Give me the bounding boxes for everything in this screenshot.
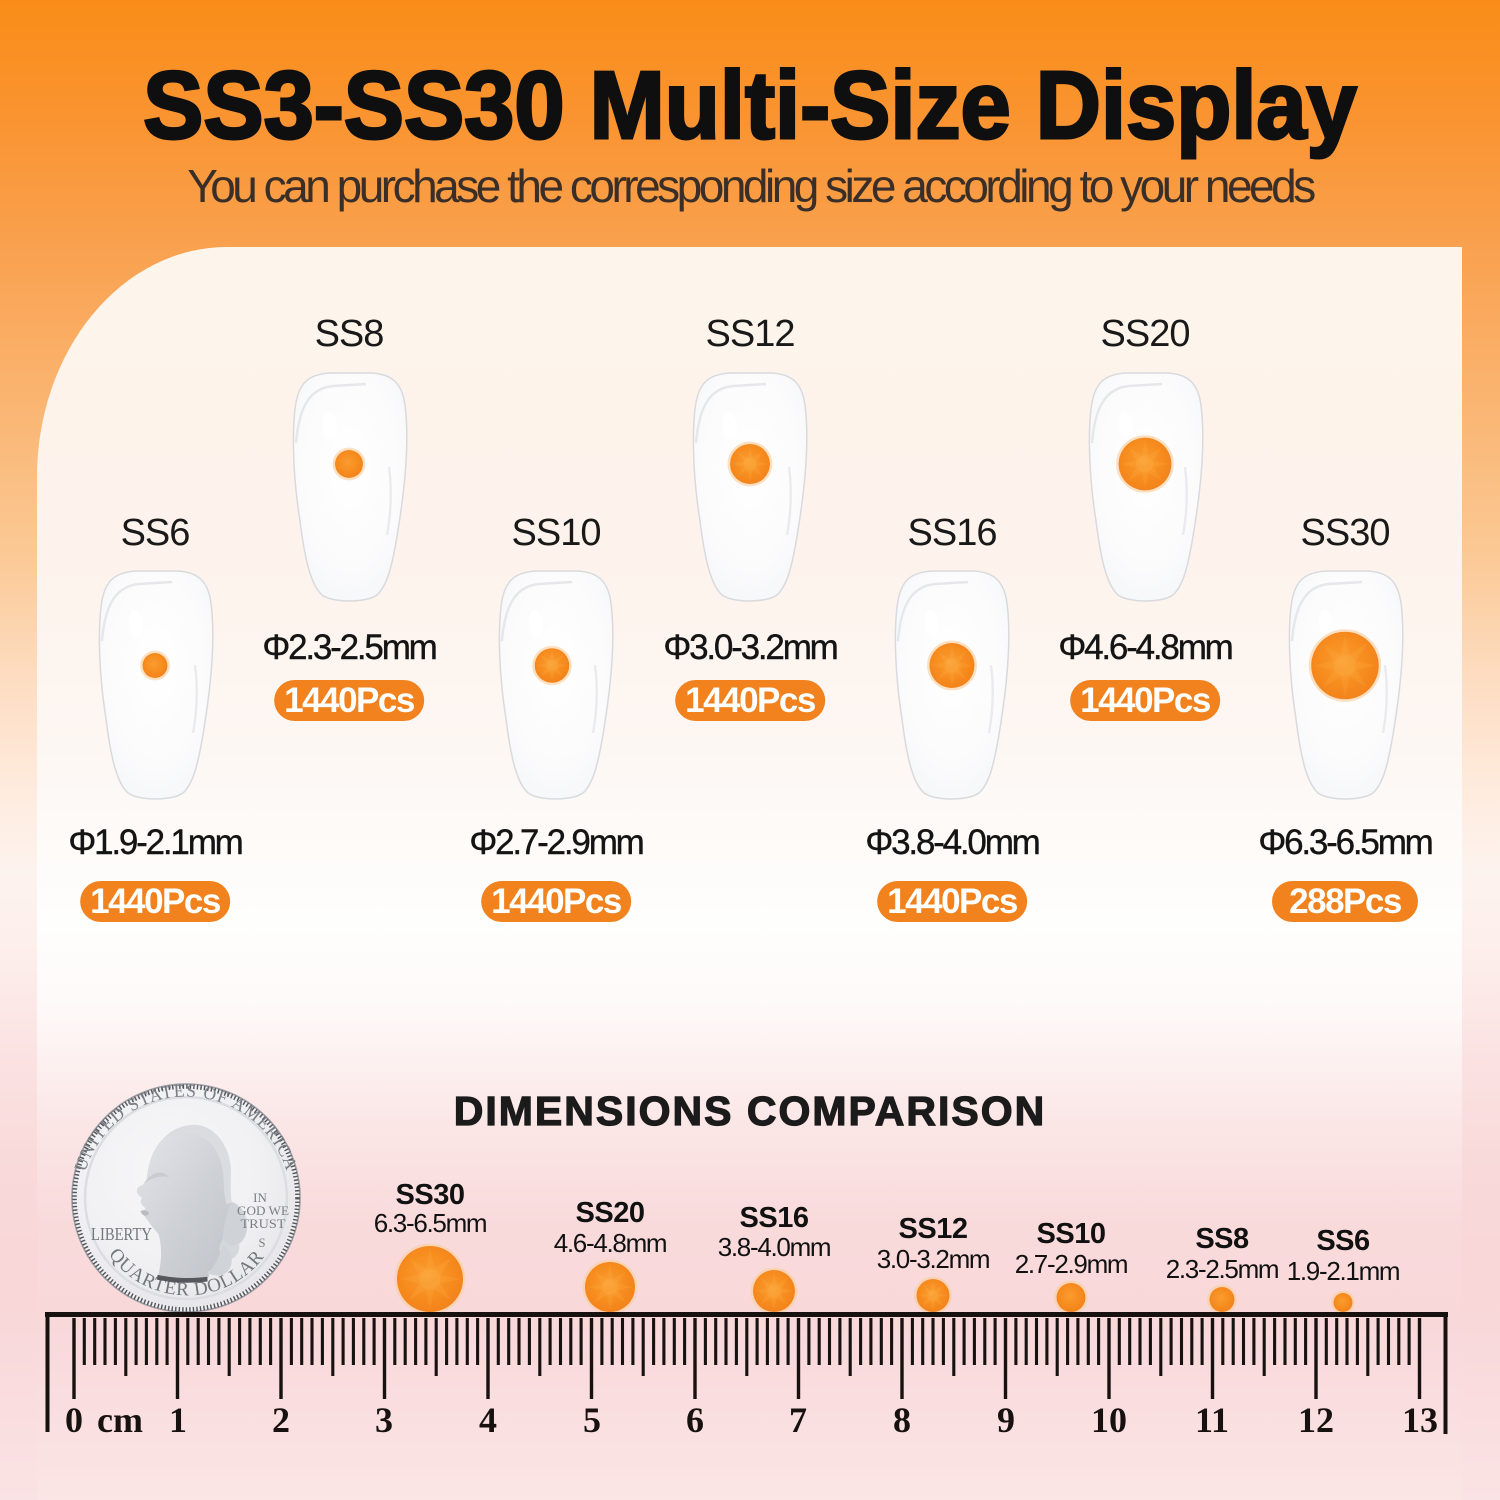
svg-text:7: 7 [789,1400,807,1440]
svg-text:TRUST: TRUST [241,1216,286,1231]
svg-text:LIBERTY: LIBERTY [91,1224,152,1244]
svg-text:GOD WE: GOD WE [237,1203,289,1218]
svg-text:6: 6 [686,1400,704,1440]
svg-text:11: 11 [1195,1400,1229,1440]
svg-text:2: 2 [272,1400,290,1440]
svg-text:5: 5 [583,1400,601,1440]
svg-text:13: 13 [1402,1400,1438,1440]
svg-text:9: 9 [997,1400,1015,1440]
svg-text:4: 4 [479,1400,497,1440]
svg-text:0: 0 [65,1400,83,1440]
svg-text:cm: cm [97,1400,143,1440]
svg-text:S: S [259,1236,266,1250]
svg-text:10: 10 [1091,1400,1127,1440]
svg-text:1: 1 [169,1400,187,1440]
svg-text:8: 8 [893,1400,911,1440]
svg-text:3: 3 [375,1400,393,1440]
svg-text:12: 12 [1298,1400,1334,1440]
svg-text:IN: IN [253,1190,267,1205]
